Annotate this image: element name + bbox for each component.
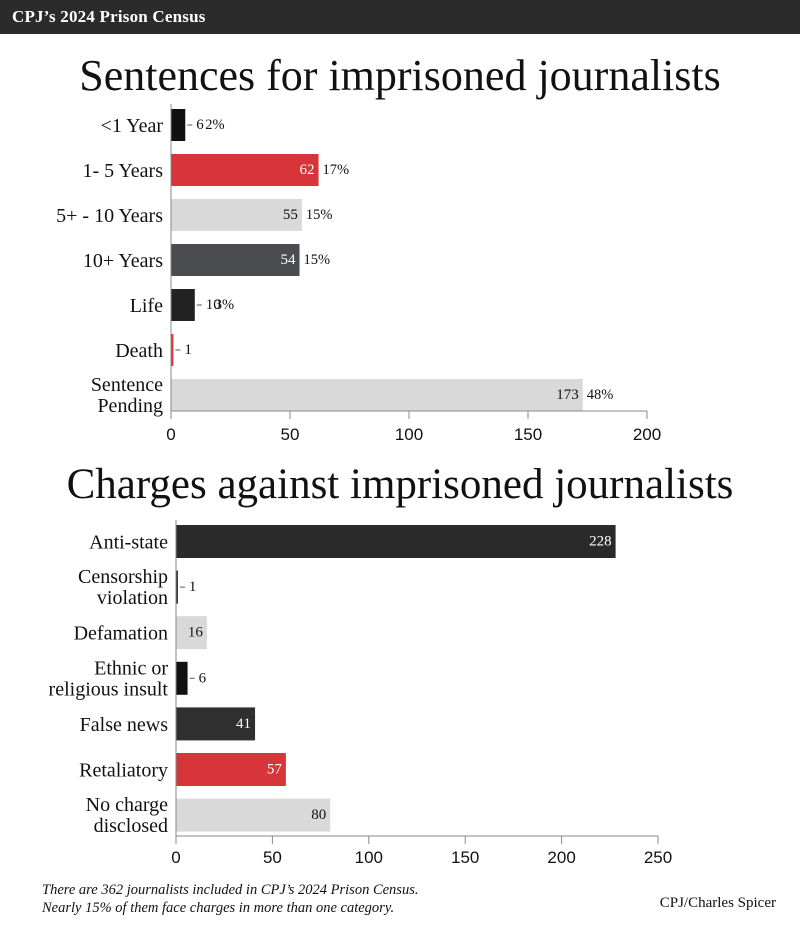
value-label-censorship-violation: 1 <box>189 579 197 595</box>
x-tick-label-100: 100 <box>395 425 423 444</box>
bar-life <box>171 289 195 321</box>
category-label-sentence-pending: Sentence Pending <box>91 374 163 417</box>
category-label-1-year: <1 Year <box>101 115 164 137</box>
x-tick-label-150: 150 <box>514 425 542 444</box>
category-label-false-news: False news <box>80 714 169 736</box>
value-label-1-year: 6 <box>196 117 204 133</box>
bar-anti-state <box>176 525 616 558</box>
bar-censorship-violation <box>176 570 178 604</box>
percent-label-1-5-years: 17% <box>323 162 350 178</box>
bar-1-year <box>171 109 186 141</box>
category-label-no-charge-disclosed: No charge disclosed <box>86 794 168 837</box>
x-tick-label-150: 150 <box>451 848 479 867</box>
header-title: CPJ’s 2024 Prison Census <box>12 7 206 26</box>
x-tick-label-0: 0 <box>166 425 175 444</box>
bar-sentence-pending <box>171 379 583 411</box>
sentences-bar-chart: 6 2% <1 Year 62 17% 1- 5 Years 55 15% 5+ - 10 Ye… <box>56 104 661 444</box>
footnote-line-1: There are 362 journalists included in CP… <box>42 882 419 898</box>
footnote: There are 362 journalists included in CP… <box>42 881 418 917</box>
value-label-5-10-years: 55 <box>283 207 298 223</box>
header-bar: CPJ’s 2024 Prison Census <box>0 0 800 34</box>
category-label-ethnic-or-religious-insult: Ethnic or religious insult <box>49 657 169 700</box>
percent-label-life: 3% <box>215 297 234 313</box>
bar-retaliatory <box>176 753 286 786</box>
bar-10-years <box>171 244 300 276</box>
bar-no-charge-disclosed <box>176 798 331 832</box>
value-label-life: 10 <box>206 297 221 313</box>
category-label-1-5-years: 1- 5 Years <box>82 160 163 182</box>
category-label-censorship-violation: Censorship violation <box>78 566 168 609</box>
x-tick-label-100: 100 <box>355 848 383 867</box>
chart-title-charges: Charges against imprisoned journalists <box>66 461 734 508</box>
category-label-anti-state: Anti-state <box>89 532 168 554</box>
charges-bar-chart: 228 Anti-state 1 Censorship violation 16 Defam… <box>49 520 672 867</box>
value-label-1-5-years: 62 <box>300 162 315 178</box>
category-label-defamation: Defamation <box>74 623 168 645</box>
category-label-life: Life <box>130 295 163 317</box>
bar-death <box>171 334 174 366</box>
percent-label-sentence-pending: 48% <box>587 387 614 403</box>
bar-ethnic-or-religious-insult <box>176 661 188 695</box>
footnote-line-2: Nearly 15% of them face charges in more … <box>42 900 395 916</box>
value-label-defamation: 16 <box>188 625 204 641</box>
value-label-no-charge-disclosed: 80 <box>311 807 326 823</box>
x-tick-label-250: 250 <box>644 848 672 867</box>
chart-title-sentences: Sentences for imprisoned journalists <box>79 51 721 100</box>
x-tick-label-50: 50 <box>263 848 282 867</box>
value-label-sentence-pending: 173 <box>556 387 579 403</box>
credit: CPJ/Charles Spicer <box>659 895 776 911</box>
x-tick-label-200: 200 <box>633 425 661 444</box>
percent-label-10-years: 15% <box>304 252 331 268</box>
bar-5-10-years <box>171 199 302 231</box>
value-label-retaliatory: 57 <box>267 762 283 778</box>
category-label-death: Death <box>115 340 163 362</box>
value-label-false-news: 41 <box>236 716 251 732</box>
value-label-ethnic-or-religious-insult: 6 <box>199 670 207 686</box>
value-label-anti-state: 228 <box>589 534 612 550</box>
x-tick-label-200: 200 <box>547 848 575 867</box>
percent-label-1-year: 2% <box>205 117 224 133</box>
category-label-5-10-years: 5+ - 10 Years <box>56 205 163 227</box>
value-label-10-years: 54 <box>281 252 297 268</box>
percent-label-5-10-years: 15% <box>306 207 333 223</box>
x-tick-label-50: 50 <box>281 425 300 444</box>
x-tick-label-0: 0 <box>171 848 180 867</box>
value-label-death: 1 <box>184 342 192 358</box>
bar-defamation <box>176 616 207 650</box>
bar-false-news <box>176 707 256 741</box>
category-label-10-years: 10+ Years <box>83 250 163 272</box>
category-label-retaliatory: Retaliatory <box>79 760 168 782</box>
bar-1-5-years <box>171 154 319 186</box>
